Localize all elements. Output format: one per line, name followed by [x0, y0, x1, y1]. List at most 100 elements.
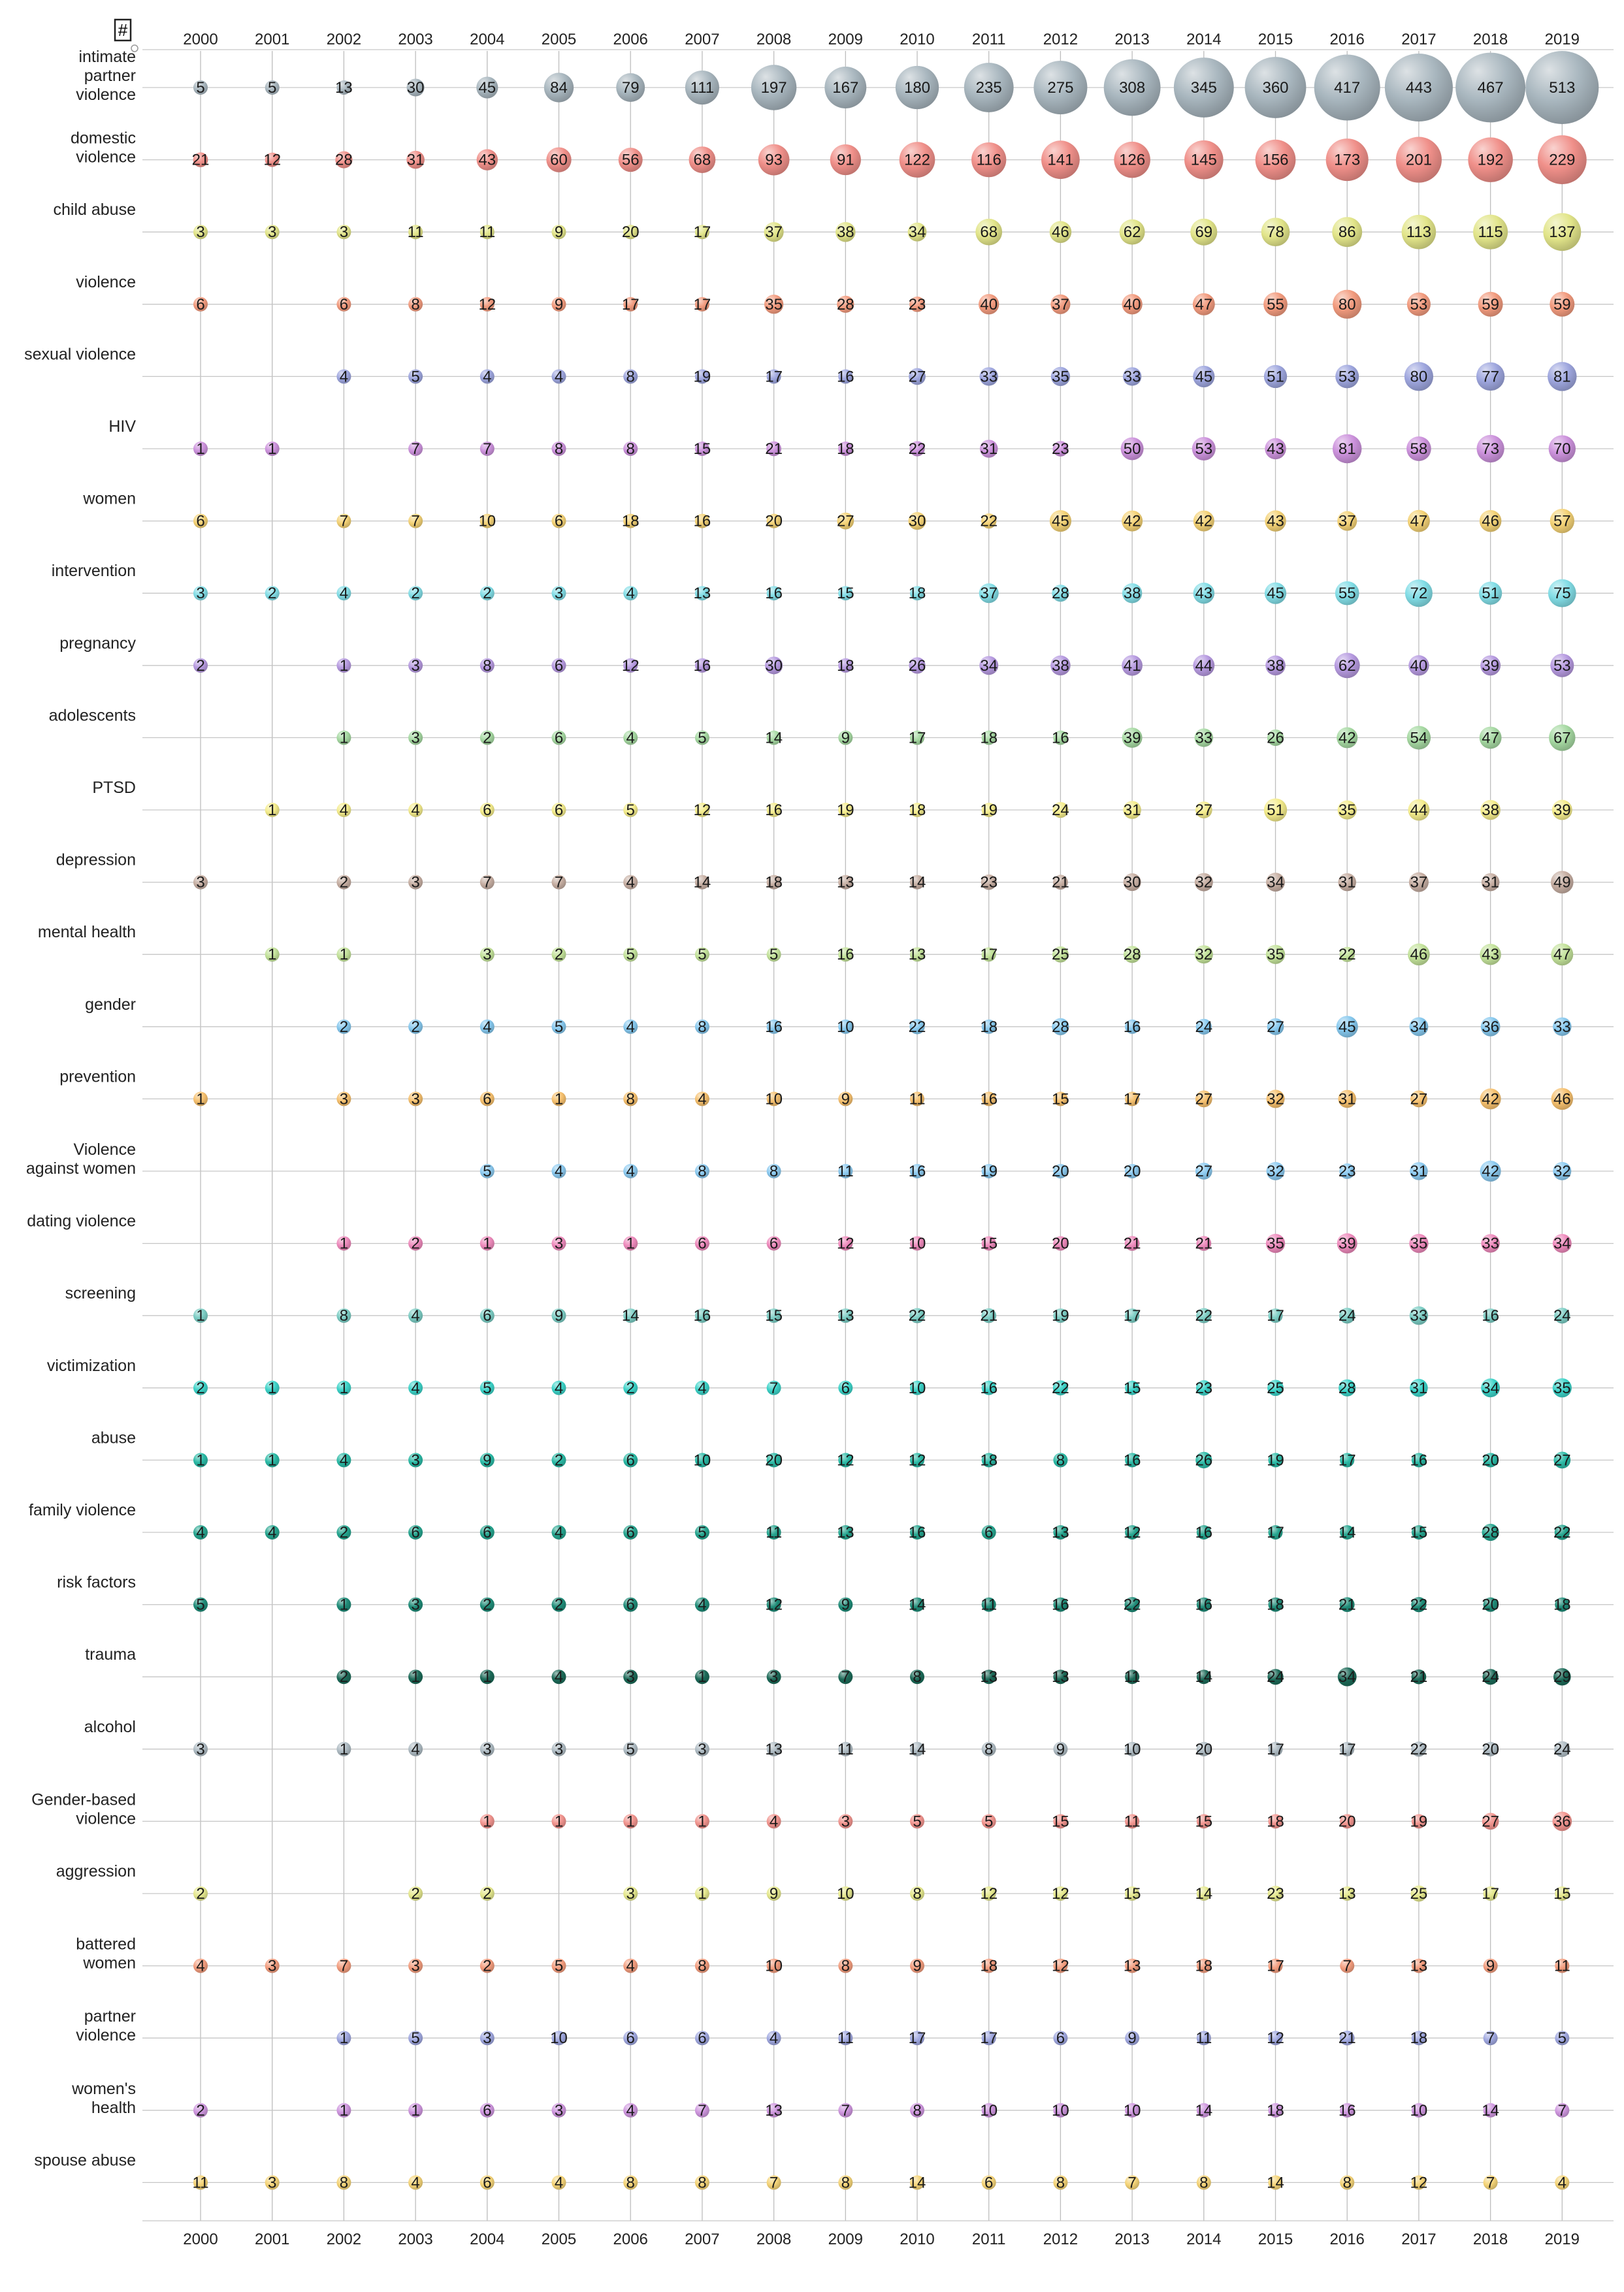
- bubble-ptsd-2017: [1408, 799, 1430, 821]
- bubble-value-women-2006: 18: [622, 513, 640, 530]
- bubble-spouse-abuse-2000: [193, 2175, 208, 2190]
- bubble-value-gender-based-violence-2006: 1: [626, 1813, 635, 1830]
- bubble-mental-health-2011: [981, 947, 996, 962]
- bubble-spouse-abuse-2008: [766, 2175, 781, 2190]
- bubble-value-pregnancy-2019: 53: [1553, 657, 1571, 675]
- bubble-domestic-violence-2012: [1041, 140, 1080, 179]
- bubble-value-violence-2017: 53: [1410, 296, 1428, 314]
- bubble-value-child-abuse-2002: 3: [340, 223, 348, 241]
- bubble-intimate-partner-violence-2010: [895, 65, 939, 110]
- year-label-bottom-2008: 2008: [756, 2231, 791, 2248]
- bubble-value-dating-violence-2014: 21: [1195, 1235, 1212, 1253]
- bubble-alcohol-2013: [1125, 1741, 1140, 1756]
- bubble-risk-factors-2018: [1483, 1597, 1498, 1612]
- bubble-intimate-partner-violence-2015: [1244, 57, 1307, 118]
- bubble-value-violence-against-women-2006: 4: [626, 1163, 635, 1180]
- bubble-value-depression-2003: 3: [411, 874, 419, 892]
- bubble-value-violence-against-women-2004: 5: [483, 1163, 491, 1180]
- bubble-value-violence-against-women-2011: 19: [980, 1163, 998, 1180]
- bubble-family-violence-2007: [694, 1525, 709, 1540]
- bubble-screening-2000: [193, 1308, 208, 1323]
- year-label-top-2011: 2011: [972, 31, 1006, 48]
- bubble-value-family-violence-2009: 13: [837, 1524, 854, 1541]
- bubble-value-pregnancy-2003: 3: [411, 657, 419, 675]
- bubble-value-trauma-2008: 3: [770, 1668, 778, 1686]
- bubble-child-abuse-2006: [623, 225, 638, 240]
- bubble-value-risk-factors-2018: 20: [1482, 1596, 1499, 1614]
- bubble-victimization-2004: [479, 1380, 495, 1395]
- bubble-violence-2013: [1122, 294, 1143, 315]
- bubble-value-family-violence-2010: 16: [909, 1524, 926, 1541]
- bubble-value-mental-health-2011: 17: [980, 946, 998, 963]
- bubble-spouse-abuse-2014: [1196, 2175, 1211, 2190]
- bubble-value-hiv-2007: 15: [694, 440, 711, 458]
- bubble-value-aggression-2006: 3: [626, 1885, 635, 1903]
- bubble-intervention-2008: [766, 586, 781, 601]
- bubble-value-abuse-2001: 1: [268, 1451, 276, 1469]
- bubble-violence-2005: [551, 297, 566, 312]
- bubble-value-abuse-2009: 12: [837, 1451, 854, 1469]
- bubble-depression-2004: [479, 875, 495, 890]
- bubble-value-women-2003: 7: [411, 513, 419, 530]
- bubble-value-sexual-violence-2019: 81: [1553, 368, 1571, 385]
- bubble-domestic-violence-2016: [1325, 138, 1369, 182]
- bubble-value-intimate-partner-violence-2004: 45: [478, 79, 496, 97]
- bubble-value-aggression-2014: 14: [1195, 1885, 1212, 1903]
- bubble-gender-2015: [1267, 1018, 1284, 1035]
- bubble-value-trauma-2015: 24: [1267, 1668, 1284, 1686]
- bubble-victimization-2000: [193, 1380, 208, 1395]
- bubble-value-violence-against-women-2010: 16: [909, 1163, 926, 1180]
- bubble-value-family-violence-2016: 14: [1339, 1524, 1356, 1541]
- bubble-value-violence-2007: 17: [694, 296, 711, 314]
- bubble-women-s-health-2007: [694, 2103, 709, 2118]
- bubble-value-mental-health-2001: 1: [268, 946, 276, 963]
- bubble-value-partner-violence-2013: 9: [1128, 2029, 1136, 2047]
- bubble-risk-factors-2017: [1411, 1597, 1427, 1613]
- bubble-child-abuse-2010: [907, 222, 927, 242]
- bubble-value-victimization-2002: 1: [340, 1380, 348, 1397]
- bubble-screening-2007: [694, 1308, 709, 1323]
- bubble-spouse-abuse-2019: [1555, 2175, 1570, 2190]
- bubble-value-partner-violence-2017: 18: [1410, 2029, 1428, 2047]
- bubble-value-mental-health-2014: 32: [1195, 946, 1212, 963]
- bubble-abuse-2003: [408, 1453, 423, 1468]
- bubble-dating-violence-2011: [981, 1236, 996, 1251]
- bubble-intervention-2019: [1548, 579, 1576, 607]
- bubble-prevention-2009: [838, 1091, 853, 1106]
- bubble-violence-2015: [1263, 292, 1288, 317]
- bubble-dating-violence-2003: [408, 1236, 423, 1251]
- bubble-aggression-2010: [910, 1886, 924, 1901]
- bubble-value-spouse-abuse-2003: 4: [411, 2174, 419, 2191]
- bubble-value-depression-2019: 49: [1553, 874, 1571, 892]
- bubble-value-spouse-abuse-2011: 6: [984, 2174, 993, 2191]
- bubble-value-hiv-2011: 31: [980, 440, 998, 458]
- bubble-value-spouse-abuse-2014: 8: [1199, 2174, 1208, 2191]
- bubble-value-sexual-violence-2009: 16: [837, 368, 854, 385]
- bubble-risk-factors-2002: [336, 1597, 351, 1612]
- bubble-value-trauma-2017: 21: [1410, 1668, 1428, 1686]
- bubble-value-alcohol-2018: 20: [1482, 1741, 1499, 1758]
- year-label-bottom-2014: 2014: [1186, 2231, 1221, 2248]
- bubble-value-mental-health-2002: 1: [340, 946, 348, 963]
- bubble-value-abuse-2006: 6: [626, 1451, 635, 1469]
- bubble-value-risk-factors-2007: 4: [698, 1596, 706, 1614]
- bubble-child-abuse-2013: [1119, 219, 1145, 245]
- bubble-value-prevention-2003: 3: [411, 1090, 419, 1108]
- bubble-value-child-abuse-2004: 11: [479, 223, 495, 241]
- bubble-intimate-partner-violence-2001: [265, 80, 280, 95]
- keyword-label-abuse: abuse: [91, 1428, 136, 1447]
- bubble-screening-2019: [1554, 1308, 1570, 1324]
- bubble-mental-health-2017: [1408, 943, 1430, 965]
- bubble-intimate-partner-violence-2002: [336, 80, 351, 95]
- bubble-pregnancy-2002: [336, 658, 351, 673]
- bubble-mental-health-2005: [551, 947, 566, 962]
- bubble-intervention-2003: [408, 586, 423, 601]
- bubble-alcohol-2004: [479, 1741, 495, 1756]
- bubble-value-adolescents-2011: 18: [980, 729, 998, 747]
- bubble-value-mental-health-2017: 46: [1410, 946, 1428, 963]
- bubble-women-s-health-2014: [1196, 2103, 1211, 2118]
- bubble-aggression-2000: [193, 1886, 208, 1901]
- bubble-value-violence-2012: 37: [1052, 296, 1069, 314]
- bubble-value-prevention-2017: 27: [1410, 1090, 1428, 1108]
